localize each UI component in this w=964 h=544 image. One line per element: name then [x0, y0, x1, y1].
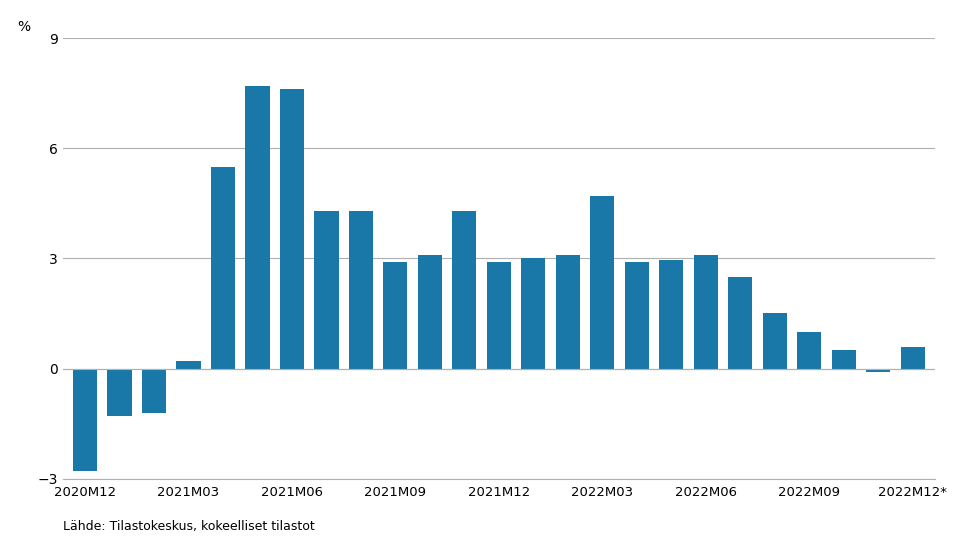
Bar	[176, 361, 201, 369]
Bar	[487, 262, 511, 369]
Text: Lähde: Tilastokeskus, kokeelliset tilastot: Lähde: Tilastokeskus, kokeelliset tilast…	[63, 520, 314, 533]
Bar	[590, 196, 614, 369]
Bar	[556, 255, 580, 369]
Bar	[659, 260, 683, 369]
Bar	[866, 369, 890, 372]
Bar	[452, 211, 476, 369]
Bar	[211, 166, 235, 369]
Bar	[763, 313, 787, 369]
Bar	[349, 211, 373, 369]
Bar	[694, 255, 718, 369]
Bar	[384, 262, 408, 369]
Bar	[797, 332, 821, 369]
Bar	[625, 262, 649, 369]
Bar	[314, 211, 338, 369]
Bar	[522, 258, 546, 369]
Bar	[900, 347, 924, 369]
Bar	[832, 350, 856, 369]
Bar	[280, 89, 304, 369]
Bar	[73, 369, 97, 471]
Bar	[728, 277, 752, 369]
Bar	[246, 86, 270, 369]
Bar	[142, 369, 166, 412]
Y-axis label: %: %	[16, 20, 30, 34]
Bar	[417, 255, 442, 369]
Bar	[108, 369, 132, 416]
